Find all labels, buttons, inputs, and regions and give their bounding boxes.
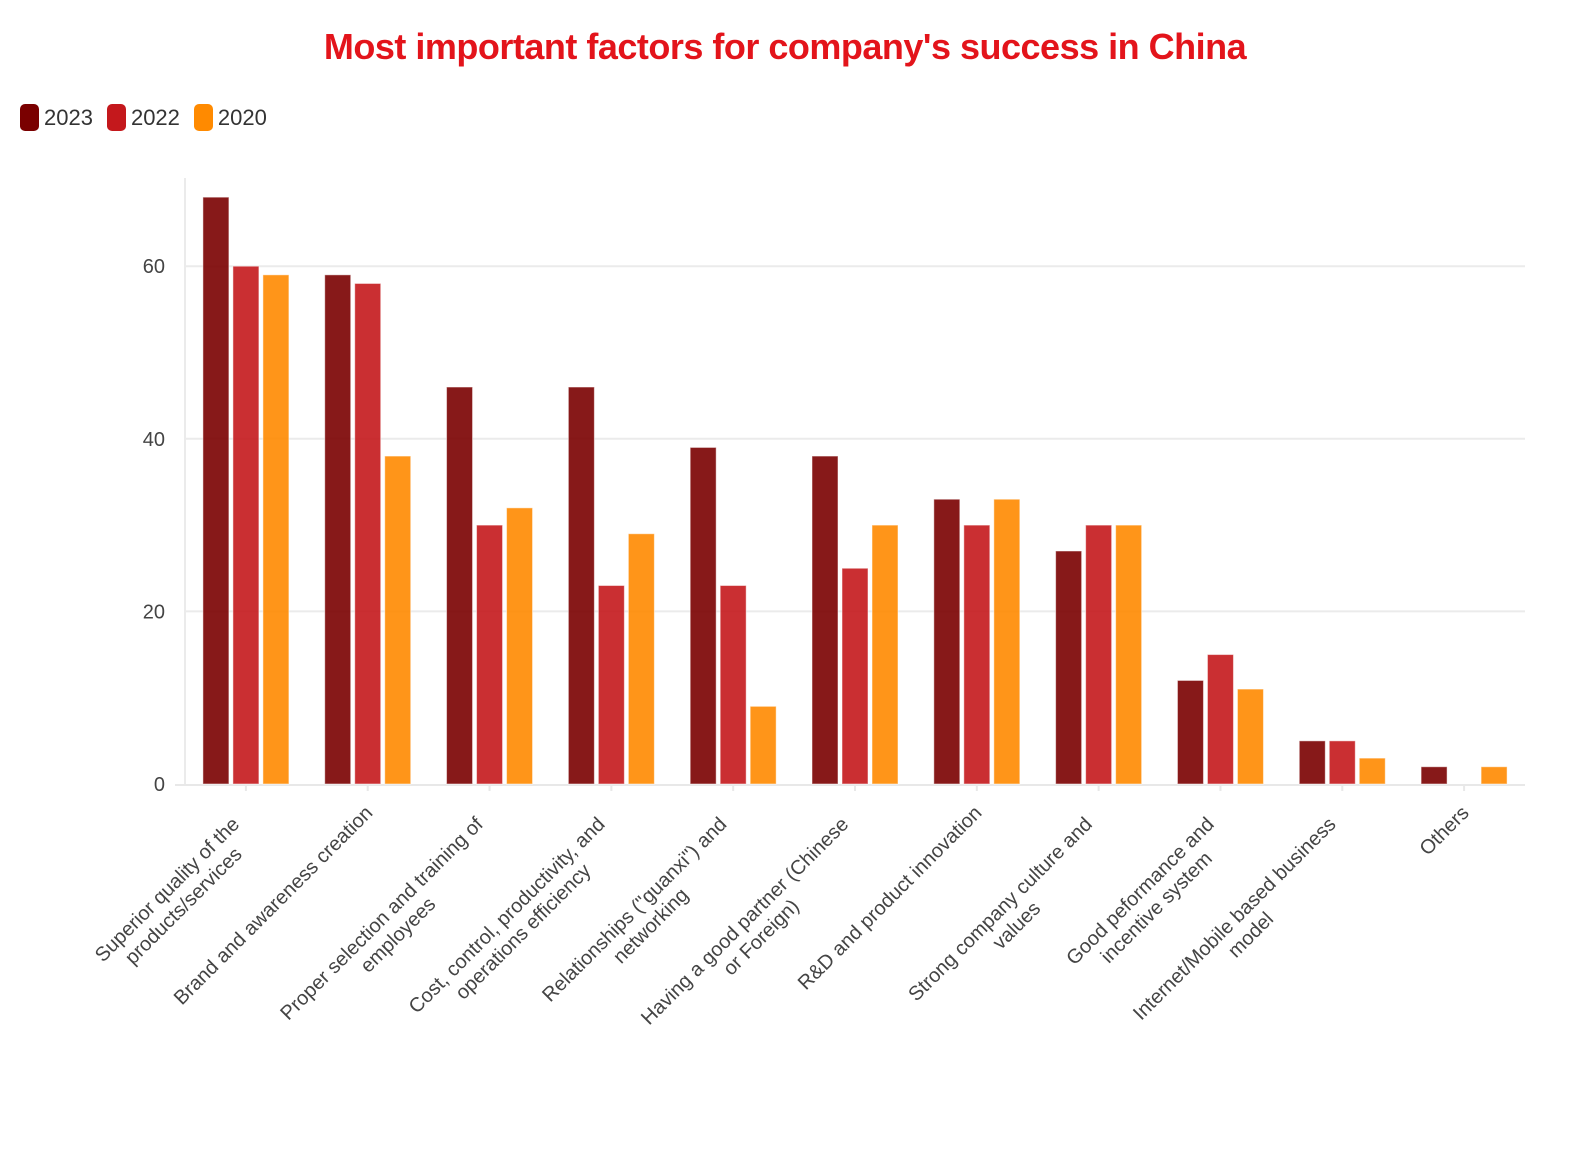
legend-swatch: [193, 104, 213, 131]
legend: 2023 2022 2020: [20, 104, 267, 131]
legend-label: 2022: [130, 104, 180, 130]
bar-2023: [1420, 766, 1448, 785]
bar-2020: [384, 455, 412, 785]
bar-2020: [506, 507, 534, 785]
bar-2020: [749, 705, 777, 785]
bar-2022: [354, 282, 382, 785]
bar-2022: [1328, 740, 1356, 785]
x-tick-label: Proper selection and training ofemployee…: [276, 813, 504, 1041]
bar-2020: [993, 498, 1021, 785]
bar-2022: [232, 265, 260, 785]
bar-2023: [689, 446, 717, 785]
bar-2020: [1480, 766, 1508, 785]
bar-2020: [1115, 524, 1143, 785]
bar-2020: [627, 533, 655, 785]
bar-2023: [446, 386, 474, 785]
bar-2023: [811, 455, 839, 785]
bar-2020: [1236, 688, 1264, 785]
bar-2023: [567, 386, 595, 785]
bar-2023: [1176, 679, 1204, 785]
bar-2023: [202, 196, 230, 785]
bar-2023: [1298, 740, 1326, 785]
bar-2022: [1206, 654, 1234, 785]
bar-2023: [1055, 550, 1083, 785]
bar-2023: [933, 498, 961, 785]
x-tick-label: Brand and awareness creation: [170, 802, 377, 1009]
legend-swatch: [20, 104, 39, 131]
bar-2022: [1085, 524, 1113, 785]
legend-item-2023[interactable]: 2023: [20, 104, 93, 131]
y-tick-label: 20: [143, 601, 165, 623]
chart-title: Most important factors for company's suc…: [323, 26, 1247, 67]
bar-2020: [871, 524, 899, 785]
x-tick-label: Others: [1416, 802, 1474, 860]
legend-label: 2020: [217, 104, 267, 130]
bar-2022: [841, 567, 869, 785]
bar-2022: [476, 524, 504, 785]
legend-swatch: [106, 104, 126, 131]
bar-2020: [1358, 757, 1386, 785]
bar-2022: [719, 585, 747, 785]
y-tick-label: 60: [143, 256, 165, 278]
y-tick-label: 0: [154, 774, 165, 796]
bar-2022: [963, 524, 991, 785]
legend-item-2020[interactable]: 2020: [193, 104, 267, 131]
legend-item-2022[interactable]: 2022: [106, 104, 180, 131]
bar-2023: [324, 274, 352, 785]
x-tick-label: Internet/Mobile based businessmodel: [1129, 813, 1357, 1041]
bar-2022: [597, 585, 625, 785]
legend-label: 2023: [44, 104, 93, 130]
y-tick-label: 40: [143, 429, 165, 451]
bar-2020: [262, 274, 290, 785]
x-tick-label: Having a good partner (Chineseor Foreign…: [637, 813, 869, 1045]
